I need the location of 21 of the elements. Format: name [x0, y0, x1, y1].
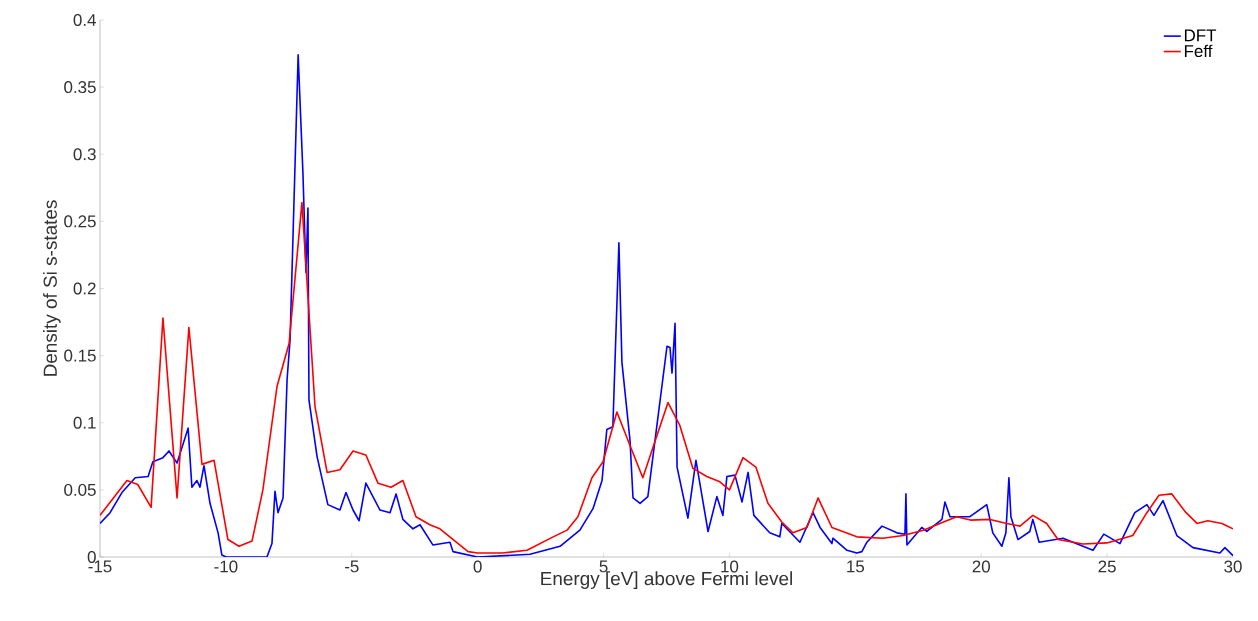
x-tick-label: 20: [972, 560, 990, 573]
x-tick-label: 10: [721, 560, 739, 573]
x-tick-label: 30: [1224, 560, 1242, 573]
legend-label: DFT: [1184, 29, 1217, 42]
y-tick-label: 0.35: [64, 81, 96, 94]
x-tick-label: 25: [1098, 560, 1116, 573]
x-tick-label: 15: [847, 560, 865, 573]
y-tick-label: 0.1: [73, 416, 96, 429]
legend-label: Feff: [1184, 44, 1213, 58]
y-tick-label: 0.05: [64, 483, 96, 496]
x-tick-label: -5: [344, 560, 359, 573]
y-axis-title: Density of Si s-states: [43, 200, 61, 376]
line-series: [100, 201, 1233, 554]
x-tick-label: -10: [214, 560, 238, 573]
y-tick-label: 0.25: [64, 215, 96, 228]
x-tick-label: 0: [473, 560, 482, 573]
y-tick-label: 0.3: [73, 148, 96, 161]
y-tick-label: 0.4: [73, 13, 96, 26]
y-tick-label: 0.2: [73, 282, 96, 295]
x-tick-label: 5: [599, 560, 608, 573]
y-tick-label: 0.15: [64, 349, 96, 362]
